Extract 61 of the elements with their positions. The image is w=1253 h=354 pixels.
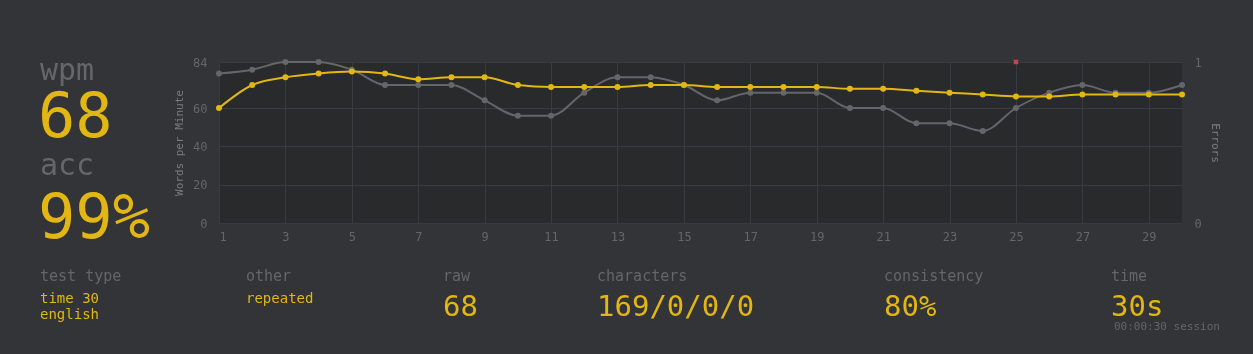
text: 30s — [1111, 289, 1164, 323]
point — [548, 83, 555, 90]
point — [216, 105, 222, 111]
text: time 30 — [40, 290, 100, 306]
point — [315, 70, 322, 77]
point — [216, 70, 222, 77]
point — [415, 76, 422, 83]
text: 99% — [38, 180, 150, 253]
point — [481, 97, 488, 104]
point — [647, 74, 654, 81]
text: english — [40, 306, 100, 322]
text: 68 — [443, 289, 478, 323]
point — [1012, 93, 1019, 100]
point — [514, 82, 521, 88]
point — [481, 74, 488, 81]
point — [1012, 105, 1019, 111]
point — [647, 82, 654, 88]
point — [1079, 91, 1086, 98]
y2-axis-title: Errors — [1208, 123, 1222, 163]
point — [415, 82, 422, 88]
point — [813, 89, 820, 96]
point — [614, 83, 621, 90]
point — [1079, 82, 1086, 88]
point — [382, 82, 389, 88]
text: 169/0/0/0 — [597, 289, 755, 323]
point — [448, 82, 455, 88]
point — [747, 89, 754, 96]
point — [1179, 91, 1185, 98]
point — [747, 83, 754, 90]
point — [581, 83, 588, 90]
point — [581, 89, 588, 96]
point — [780, 89, 787, 96]
point — [946, 120, 953, 127]
point — [913, 120, 920, 127]
point — [249, 66, 256, 73]
point — [249, 82, 256, 88]
point — [813, 83, 820, 90]
point — [514, 112, 521, 119]
text: repeated — [246, 290, 314, 306]
point — [448, 74, 455, 81]
point — [880, 85, 887, 92]
point — [946, 89, 953, 96]
point — [979, 128, 986, 134]
point — [282, 74, 289, 81]
point — [913, 87, 920, 94]
point — [282, 59, 289, 65]
point — [979, 91, 986, 98]
point — [614, 74, 621, 81]
point — [1179, 82, 1185, 88]
point — [846, 105, 853, 111]
point — [780, 83, 787, 90]
point — [548, 112, 555, 119]
point — [846, 85, 853, 92]
point — [714, 97, 721, 104]
point — [1046, 93, 1053, 100]
y-axis-title: Words per Minute — [173, 90, 187, 196]
point — [714, 83, 721, 90]
point — [382, 70, 389, 77]
point — [880, 105, 887, 111]
text: 80% — [884, 289, 937, 323]
point — [315, 59, 322, 65]
